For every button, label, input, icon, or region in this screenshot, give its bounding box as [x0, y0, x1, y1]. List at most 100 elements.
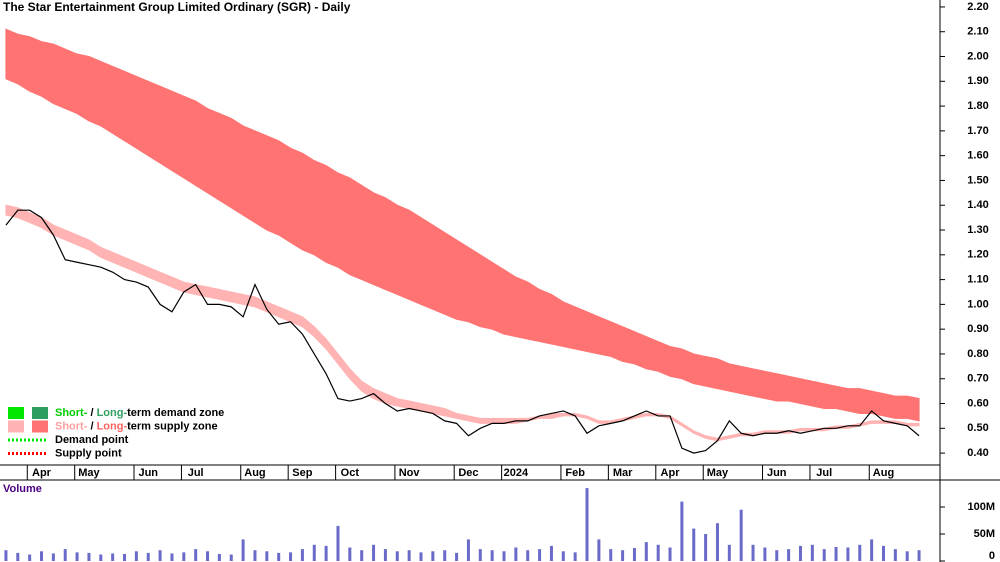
y-tick-label: 1.70 — [967, 125, 988, 137]
y-tick-label: 1.10 — [967, 274, 988, 286]
volume-bar — [99, 554, 103, 561]
x-tick-label: Aug — [873, 467, 894, 479]
volume-bar — [265, 551, 269, 561]
volume-bar — [834, 546, 838, 561]
volume-bar — [407, 550, 411, 561]
legend-swatch — [8, 407, 24, 419]
y-tick-label: 0 — [989, 550, 995, 562]
volume-bar — [621, 550, 625, 561]
volume-bar — [324, 545, 328, 561]
volume-bar — [822, 549, 826, 561]
y-tick-label: 0.40 — [967, 447, 988, 459]
x-tick-label: Dec — [458, 467, 478, 479]
x-tick-label: Nov — [399, 467, 421, 479]
volume-bar — [395, 551, 399, 561]
y-tick-label: 1.60 — [967, 150, 988, 162]
legend-swatch — [32, 407, 48, 419]
volume-bar — [526, 550, 530, 561]
y-tick-label: 1.20 — [967, 249, 988, 261]
short-term-supply-zone — [5, 204, 920, 442]
volume-bar — [490, 550, 494, 561]
y-tick-label: 0.90 — [967, 323, 988, 335]
volume-bar — [514, 547, 518, 561]
y-tick-label: 0.80 — [967, 348, 988, 360]
volume-bar — [170, 553, 174, 561]
x-tick-label: 2024 — [504, 467, 529, 479]
volume-bar — [16, 552, 20, 561]
volume-bar — [751, 544, 755, 561]
volume-bar — [561, 551, 565, 561]
volume-bar — [277, 552, 281, 561]
y-tick-label: 1.40 — [967, 199, 988, 211]
volume-bar — [739, 509, 743, 561]
volume-bar — [704, 534, 708, 561]
x-tick-label: Jul — [188, 467, 204, 479]
volume-bar — [893, 549, 897, 561]
y-tick-label: 0.50 — [967, 422, 988, 434]
volume-bar — [75, 552, 79, 561]
x-tick-label: Apr — [661, 467, 681, 479]
volume-bar — [28, 554, 32, 561]
x-tick-label: May — [707, 467, 729, 479]
chart-title: The Star Entertainment Group Limited Ord… — [3, 0, 351, 14]
volume-label: Volume — [3, 483, 42, 495]
legend-text: Short- — [55, 407, 88, 419]
y-tick-label: 100M — [967, 501, 995, 513]
y-tick-label: 2.20 — [967, 1, 988, 13]
x-tick-label: Feb — [565, 467, 585, 479]
volume-bar — [502, 551, 506, 561]
volume-bar — [668, 547, 672, 561]
volume-bar — [253, 550, 257, 561]
legend-label: Short- / Long-term demand zone — [55, 407, 224, 419]
volume-bar — [312, 544, 316, 561]
volume-bar — [715, 523, 719, 561]
x-tick-label: Oct — [341, 467, 360, 479]
y-tick-label: 1.80 — [967, 100, 988, 112]
volume-bar — [763, 547, 767, 561]
volume-bar — [300, 549, 304, 561]
x-tick-label: Aug — [244, 467, 265, 479]
volume-bar — [775, 550, 779, 561]
volume-bar — [798, 545, 802, 561]
y-tick-label: 0.70 — [967, 373, 988, 385]
legend-label: Short- / Long-term supply zone — [55, 420, 218, 432]
volume-bar — [538, 549, 542, 561]
legend-text: term demand zone — [127, 407, 224, 419]
volume-bar — [87, 552, 91, 561]
y-tick-label: 2.00 — [967, 50, 988, 62]
volume-bar — [383, 549, 387, 561]
volume-bar — [123, 553, 127, 561]
volume-bar — [787, 549, 791, 561]
volume-bar — [217, 553, 221, 561]
volume-bar — [692, 528, 696, 561]
volume-bar — [134, 551, 138, 561]
volume-bar — [609, 549, 613, 561]
volume-bar — [810, 544, 814, 561]
volume-bar — [360, 550, 364, 561]
volume-bar — [846, 547, 850, 561]
legend-swatch — [8, 420, 24, 433]
volume-bar — [372, 544, 376, 561]
x-tick-label: Jun — [767, 467, 787, 479]
y-tick-label: 50M — [974, 528, 995, 540]
volume-bar — [419, 552, 423, 561]
legend-text: / — [87, 420, 96, 432]
x-tick-label: Apr — [32, 467, 52, 479]
volume-bar — [4, 550, 8, 561]
volume-bar — [194, 549, 198, 561]
y-tick-label: 1.50 — [967, 174, 988, 186]
x-tick-label: Sep — [292, 467, 312, 479]
volume-bar — [858, 544, 862, 561]
volume-bar — [111, 553, 115, 561]
volume-bar — [206, 551, 210, 561]
volume-bar — [585, 488, 589, 561]
volume-bar — [431, 551, 435, 561]
volume-bar — [336, 525, 340, 561]
volume-bar — [573, 552, 577, 561]
volume-bar — [549, 545, 553, 561]
volume-bar — [656, 544, 660, 561]
x-tick-label: Mar — [613, 467, 633, 479]
volume-bar — [917, 550, 921, 561]
volume-bar — [63, 549, 67, 561]
volume-bar — [632, 548, 636, 561]
